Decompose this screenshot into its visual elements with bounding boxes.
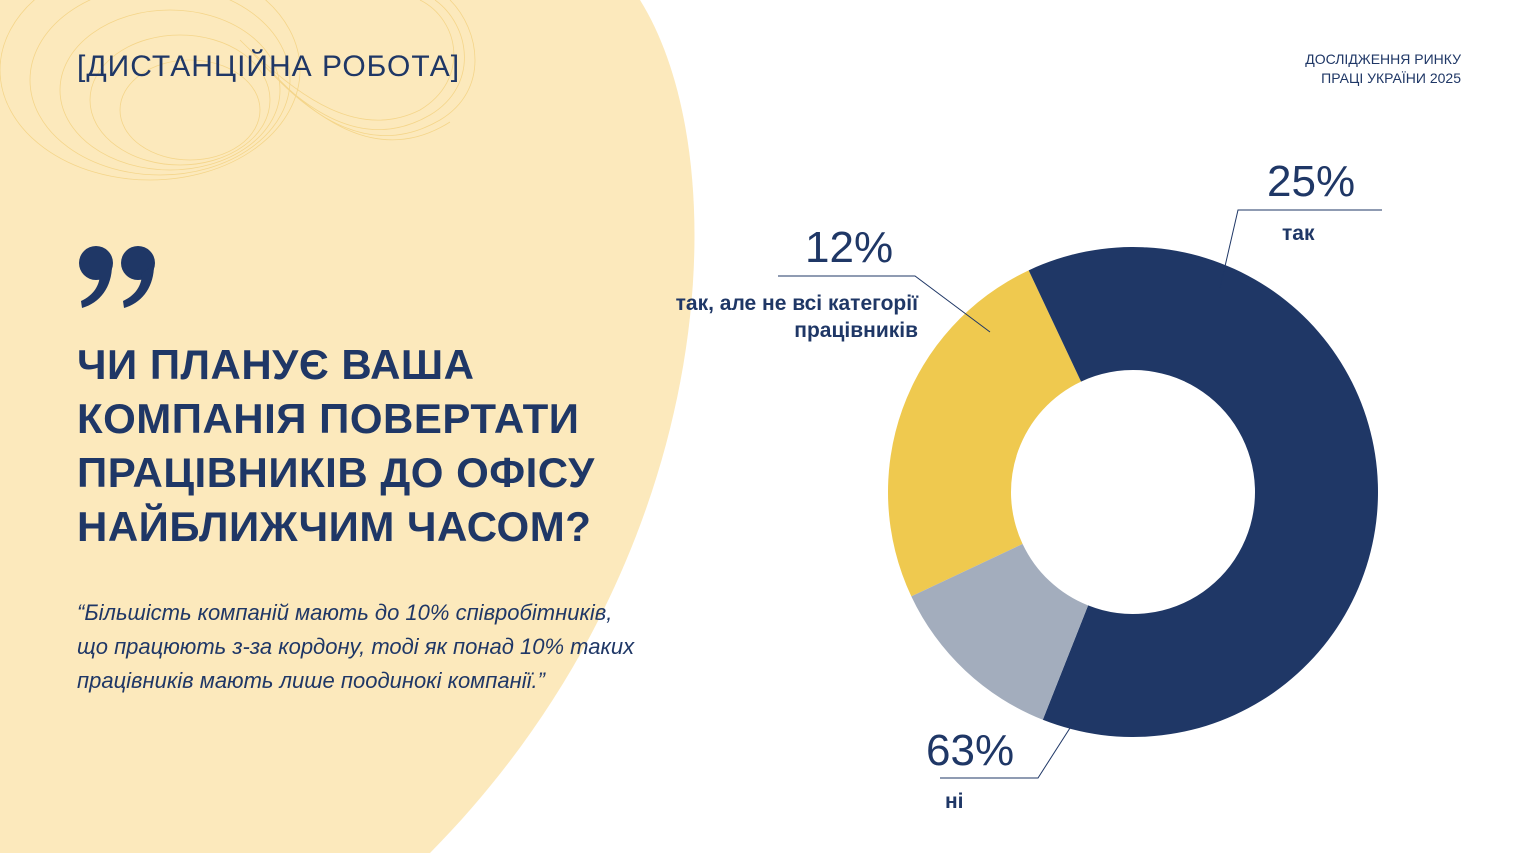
value-label-ni: 63% bbox=[926, 726, 1014, 775]
quote-mark-icon bbox=[79, 246, 155, 308]
quote-line: що працюють з-за кордону, тоді як понад … bbox=[77, 634, 635, 659]
category-label-tak-ale-line2: працівників bbox=[794, 319, 918, 342]
question-line: НАЙБЛИЖЧИМ ЧАСОМ? bbox=[77, 503, 592, 550]
category-label-ni: ні bbox=[945, 790, 964, 813]
donut-slices bbox=[888, 247, 1378, 737]
leader-line-tak bbox=[1219, 209, 1382, 289]
leader-lines bbox=[778, 209, 1382, 779]
section-tag: [ДИСТАНЦІЙНА РОБОТА] bbox=[77, 50, 461, 83]
value-label-tak-ale: 12% bbox=[805, 223, 893, 272]
quote-line: “Більшість компаній мають до 10% співроб… bbox=[77, 600, 613, 625]
question-line: ПРАЦІВНИКІВ ДО ОФІСУ bbox=[77, 449, 595, 496]
donut-slice-1 bbox=[1028, 247, 1378, 737]
report-label-line1: ДОСЛІДЖЕННЯ РИНКУ bbox=[1305, 51, 1461, 67]
value-label-tak: 25% bbox=[1267, 157, 1355, 206]
donut-slice-2 bbox=[911, 543, 1089, 720]
category-label-tak-ale-line1: так, але не всі категорії bbox=[676, 292, 919, 315]
leader-line-ni bbox=[940, 727, 1071, 779]
report-label: ДОСЛІДЖЕННЯ РИНКУ ПРАЦІ УКРАЇНИ 2025 bbox=[1201, 50, 1461, 88]
quote-line: працівників мають лише поодинокі компані… bbox=[77, 668, 545, 693]
quote-text: “Більшість компаній мають до 10% співроб… bbox=[77, 596, 727, 698]
background-shape bbox=[0, 0, 695, 853]
question-line: КОМПАНІЯ ПОВЕРТАТИ bbox=[77, 395, 580, 442]
question-line: ЧИ ПЛАНУЄ ВАША bbox=[77, 341, 475, 388]
question-heading: ЧИ ПЛАНУЄ ВАША КОМПАНІЯ ПОВЕРТАТИ ПРАЦІВ… bbox=[77, 338, 697, 554]
donut-slice-0 bbox=[888, 270, 1082, 597]
leader-line-tak-ale bbox=[778, 275, 991, 333]
decorative-lines bbox=[0, 0, 476, 181]
report-label-line2: ПРАЦІ УКРАЇНИ 2025 bbox=[1321, 70, 1461, 86]
category-label-tak: так bbox=[1282, 222, 1315, 245]
